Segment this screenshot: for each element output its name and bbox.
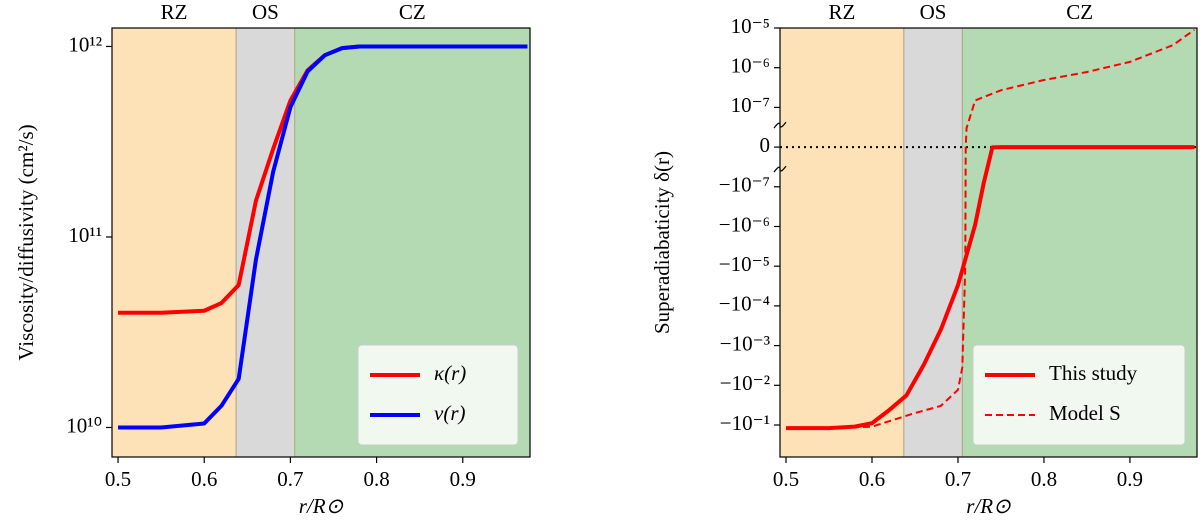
x-tick-label: 0.5 — [773, 467, 799, 491]
series-line — [786, 29, 1196, 430]
y-tick-label: −10⁻¹ — [720, 411, 770, 435]
y-tick-label: −10⁻⁵ — [719, 252, 770, 276]
panel: RZ OS CZ 0.5 0.6 0.7 0.8 0.9 10⁻⁵ 10⁻⁶ 10⁻⁷ 0 −10⁻⁷ −… — [650, 0, 1198, 518]
x-tick-label: 0.9 — [1117, 467, 1143, 491]
y-tick-label: −10⁻² — [720, 371, 770, 395]
y-tick-label: 10¹² — [68, 32, 102, 56]
region-label: RZ — [828, 0, 855, 24]
x-tick-label: 0.6 — [191, 467, 217, 491]
x-tick-label: 0.9 — [450, 467, 476, 491]
y-axis-label: Viscosity/diffusivity (cm²/s) — [14, 124, 38, 360]
x-axis-label: r/R⊙ — [299, 494, 344, 518]
y-tick-label: 10¹¹ — [68, 223, 102, 247]
x-tick-label: 0.5 — [105, 467, 131, 491]
y-tick-label: 10⁻⁷ — [731, 93, 770, 117]
series-line — [118, 44, 528, 430]
y-tick-label: 10⁻⁶ — [731, 54, 770, 78]
legend-label: Model S — [1049, 401, 1121, 425]
y-tick-label: −10⁻⁷ — [719, 173, 770, 197]
x-tick-label: 0.8 — [1031, 467, 1057, 491]
region — [780, 28, 904, 457]
y-tick-label: −10⁻³ — [720, 331, 770, 355]
x-tick-label: 0.7 — [277, 467, 303, 491]
legend-box — [972, 344, 1186, 446]
region — [236, 28, 295, 457]
y-tick-label: 0 — [760, 133, 771, 157]
series-line — [786, 145, 1195, 431]
region — [112, 28, 237, 457]
y-tick-label: −10⁻⁴ — [719, 292, 770, 316]
x-axis-label: r/R⊙ — [966, 494, 1011, 518]
legend-label: ν(r) — [434, 401, 465, 425]
legend-label: This study — [1049, 361, 1138, 385]
region-label: RZ — [161, 0, 188, 24]
region-label: OS — [252, 0, 279, 24]
axes-frame — [779, 27, 1198, 458]
region-label: CZ — [1066, 0, 1093, 24]
y-tick-label: −10⁻⁶ — [719, 212, 770, 236]
y-tick-label: 10⁻⁵ — [731, 14, 770, 38]
y-axis-label: Superadiabaticity δ(r) — [650, 151, 674, 334]
axis-break — [773, 165, 787, 173]
region-label: OS — [920, 0, 947, 24]
region-label: CZ — [399, 0, 426, 24]
x-tick-label: 0.6 — [859, 467, 885, 491]
panel: RZ OS CZ 0.5 0.6 0.7 0.8 0.9 10¹⁰ 10¹¹ 10¹² r/R⊙ Vis… — [14, 0, 531, 518]
axis-break — [773, 121, 787, 129]
x-tick-label: 0.8 — [363, 467, 389, 491]
axes-frame — [111, 27, 531, 458]
legend-label: κ(r) — [434, 361, 466, 385]
x-tick-label: 0.7 — [945, 467, 971, 491]
y-tick-label: 10¹⁰ — [66, 413, 102, 437]
legend-box — [357, 344, 519, 446]
